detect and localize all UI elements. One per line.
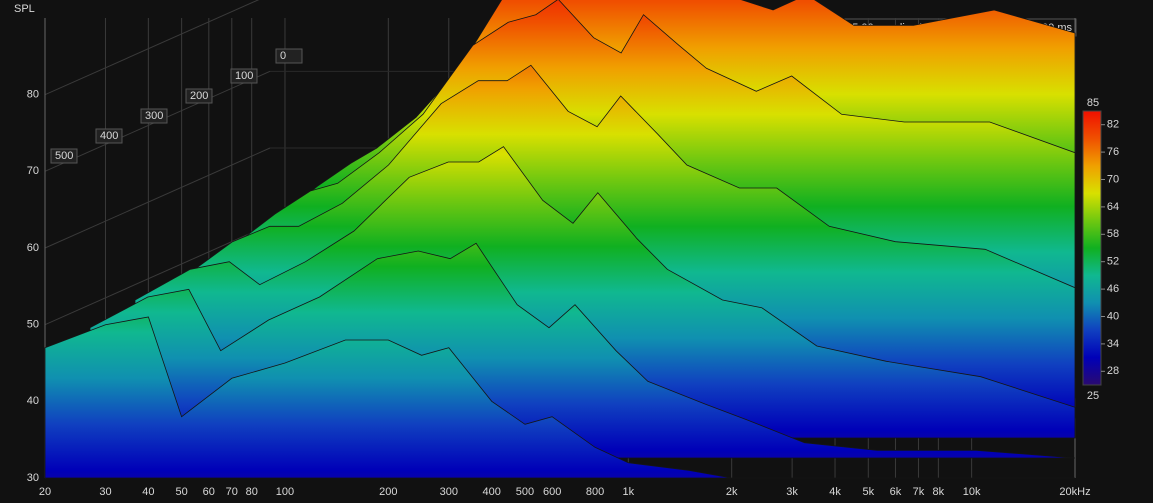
x-tick-label: 10k <box>963 486 981 498</box>
time-tick-box <box>230 68 258 84</box>
colorbar-tick-label: 46 <box>1107 283 1119 295</box>
time-tick-box <box>95 128 123 144</box>
time-tick-box <box>50 148 78 164</box>
x-tick-label: 4k <box>829 486 841 498</box>
colorbar-min: 25 <box>1087 390 1099 402</box>
x-tick-label: 2k <box>726 486 738 498</box>
time-tick-box <box>275 48 303 64</box>
time-tick-box <box>140 108 168 124</box>
time-tick-label: 300 <box>145 110 163 122</box>
y-tick-label: 50 <box>27 319 39 331</box>
x-tick-label: 50 <box>176 486 188 498</box>
colorbar-tick-label: 70 <box>1107 173 1119 185</box>
x-tick-label: 80 <box>246 486 258 498</box>
grid-line <box>44 0 260 96</box>
x-tick-label: 30 <box>99 486 111 498</box>
x-tick-label: 500 <box>516 486 534 498</box>
x-tick-label: 5k <box>862 486 874 498</box>
y-tick-label: 70 <box>27 165 39 177</box>
x-tick-label: 60 <box>203 486 215 498</box>
x-tick-label: 100 <box>276 486 294 498</box>
y-tick-label: 30 <box>27 472 39 484</box>
x-tick-label: 800 <box>586 486 604 498</box>
x-tick-label: 200 <box>379 486 397 498</box>
colorbar <box>1082 110 1102 386</box>
x-tick-label: 1k <box>623 486 635 498</box>
y-tick-label: 40 <box>27 395 39 407</box>
slice-area <box>44 316 1075 479</box>
time-tick-label: 500 <box>55 150 73 162</box>
y-axis-label: SPL <box>14 3 35 15</box>
x-tick-label: 600 <box>543 486 561 498</box>
x-tick-label: 70 <box>226 486 238 498</box>
time-tick-label: 0 <box>280 50 286 62</box>
x-tick-label: 20kHz <box>1059 486 1090 498</box>
x-tick-label: 20 <box>39 486 51 498</box>
colorbar-tick-label: 40 <box>1107 310 1119 322</box>
x-tick-label: 400 <box>483 486 501 498</box>
colorbar-tick-label: 52 <box>1107 256 1119 268</box>
x-tick-label: 300 <box>440 486 458 498</box>
grid-line <box>44 147 271 249</box>
colorbar-tick-label: 82 <box>1107 119 1119 131</box>
time-tick-label: 400 <box>100 130 118 142</box>
x-tick-label: 7k <box>913 486 925 498</box>
colorbar-tick-label: 58 <box>1107 228 1119 240</box>
time-tick-label: 200 <box>190 90 208 102</box>
x-tick-label: 6k <box>890 486 902 498</box>
time-tick-box <box>185 88 213 104</box>
y-tick-label: 60 <box>27 242 39 254</box>
x-tick-label: 3k <box>786 486 798 498</box>
time-tick-label: 100 <box>235 70 253 82</box>
colorbar-max: 85 <box>1087 97 1099 109</box>
y-tick-label: 80 <box>27 89 39 101</box>
colorbar-tick-label: 28 <box>1107 365 1119 377</box>
x-tick-label: 8k <box>933 486 945 498</box>
x-tick-label: 40 <box>142 486 154 498</box>
colorbar-tick-label: 76 <box>1107 146 1119 158</box>
colorbar-tick-label: 34 <box>1107 338 1119 350</box>
colorbar-tick-label: 64 <box>1107 201 1119 213</box>
